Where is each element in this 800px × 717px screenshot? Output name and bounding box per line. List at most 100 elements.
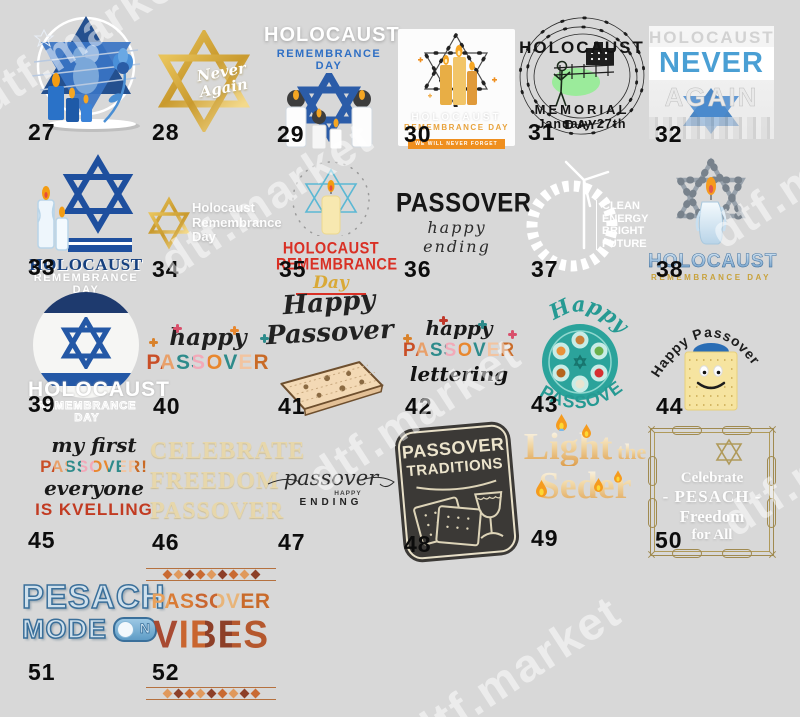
design-tile-31: HOLOCAUST MEMORIAL DAY January 27th	[514, 10, 650, 142]
holocaust-title: HOLOCAUST	[411, 112, 502, 123]
item-number-33: 33	[28, 254, 56, 280]
flame-icon	[614, 470, 622, 483]
blue-star-of-david-icon	[683, 88, 739, 134]
design-tile-43: Happy PASSOVER	[511, 274, 642, 420]
toggle-n-letter: N	[139, 620, 150, 637]
item-number-32: 32	[655, 121, 683, 147]
design-tile-29: HOLOCAUST REMEMBRANCE DAY	[264, 24, 400, 150]
design-tile-30: HOLOCAUST REMEMBRANCE DAY WE WILL NEVER …	[398, 29, 515, 149]
day-script: Day	[313, 273, 349, 293]
design-tile-27	[20, 6, 152, 136]
design-tile-37: CLEAN ENERGY BRIGHT FUTURE	[516, 150, 648, 290]
flame-icon	[536, 480, 547, 497]
face-icon	[695, 364, 727, 390]
item-number-38: 38	[656, 256, 684, 282]
design-tile-35: HOLOCAUST REMEMBRANCE Day	[276, 160, 398, 295]
never-band: NEVER	[649, 47, 774, 80]
happy-small-text: HAPPY	[334, 490, 362, 497]
freedom-line: FREEDOM	[150, 468, 280, 494]
ornamental-frame-outer	[650, 428, 774, 556]
design-tile-44: Happy Passover	[647, 290, 772, 420]
seder-foods	[552, 331, 608, 393]
item-number-39: 39	[28, 391, 56, 417]
item-number-48: 48	[404, 531, 432, 557]
design-tile-48: PASSOVER TRADITIONS	[396, 423, 520, 564]
item-number-36: 36	[404, 256, 432, 282]
goblet-icon	[473, 491, 504, 539]
flame-icon	[556, 414, 567, 431]
my-first-script: my first	[51, 433, 137, 457]
item-number-47: 47	[278, 529, 306, 555]
holocaust-remembrance-day-text: Holocaust Remembrance Day	[192, 200, 282, 245]
item-number-43: 43	[531, 391, 559, 417]
celebrate-line: CELEBRATE	[150, 438, 306, 464]
the-text: the	[616, 439, 647, 464]
future-line: FUTURE	[602, 237, 647, 250]
day-line: Day	[192, 229, 216, 244]
design-tile-52: PASSOVER VIBES	[146, 568, 276, 714]
item-number-30: 30	[404, 121, 432, 147]
item-number-49: 49	[531, 525, 559, 551]
passover-script: Passover	[265, 314, 395, 352]
freedom-text: Freedom	[679, 507, 745, 526]
never-forget-banner: WE WILL NEVER FORGET	[408, 139, 505, 149]
item-number-51: 51	[28, 659, 56, 685]
design-tile-40: happy PASSOVER	[146, 324, 270, 390]
clean-line: CLEAN	[602, 200, 640, 212]
happy-script: happy	[425, 316, 493, 340]
vibes-retro-text: VIBES	[152, 612, 270, 656]
design-tile-42: happy PASSOVER lettering	[396, 316, 522, 400]
fence-icon	[553, 63, 615, 80]
star-candles-illustration	[285, 68, 373, 150]
diamond-border-top	[146, 568, 276, 581]
for-all-text: for All	[691, 527, 733, 543]
design-tile-38: HOLOCAUST REMEMBRANCE DAY	[648, 154, 778, 284]
ending-text: ENDING	[299, 497, 363, 508]
item-number-42: 42	[405, 393, 433, 419]
remembrance-title: REMEMBRANCE	[276, 255, 398, 275]
passover-retro-text: PASSOVER	[146, 351, 270, 374]
mode-text: MODE	[21, 613, 107, 645]
passover-line: PASSOVER	[150, 498, 285, 524]
traditions-badge: PASSOVER TRADITIONS	[396, 423, 518, 561]
item-number-29: 29	[277, 121, 305, 147]
bright-line: BRIGHT	[602, 225, 645, 237]
item-number-46: 46	[152, 529, 180, 555]
matzah-icon	[280, 361, 384, 417]
item-number-34: 34	[152, 256, 180, 282]
design-tile-32: HOLOCAUST NEVER AGAIN	[649, 26, 774, 139]
holocaust-title: HOLOCAUST	[264, 24, 400, 46]
ornamental-frame-inner	[654, 432, 770, 552]
design-tile-39: HOLOCAUST REMEMBRANCE DAY	[28, 290, 170, 425]
holocaust-title: HOLOCAUST	[28, 378, 170, 401]
pesach-text: PESACH	[21, 578, 166, 615]
passover-retro-text: PASSOVER!	[40, 457, 148, 476]
holocaust-line: Holocaust	[192, 200, 255, 215]
passover-retro-text: PASSOVER	[402, 340, 516, 361]
flower-icon	[103, 48, 133, 123]
lettering-script: lettering	[409, 362, 509, 386]
design-tile-28: Never Again	[150, 28, 258, 134]
passover-title: PASSOVER	[396, 188, 532, 219]
flame-icon	[582, 424, 591, 438]
design-tile-46: CELEBRATE FREEDOM PASSOVER	[150, 436, 306, 536]
item-number-52: 52	[152, 659, 180, 685]
flourish-line	[267, 476, 395, 488]
item-number-50: 50	[655, 527, 683, 553]
star-of-david-candles-illustration	[31, 16, 141, 132]
clean-energy-text: CLEAN ENERGY BRIGHT FUTURE	[596, 200, 648, 250]
remembrance-day-outline: REMEMBRANCE DAY	[37, 400, 137, 425]
holocaust-title: HOLOCAUST	[282, 239, 380, 259]
happy-script: happy	[169, 324, 247, 351]
light-text: Light	[523, 426, 613, 468]
remembrance-line: Remembrance	[192, 214, 282, 230]
matzah-goblet-art	[413, 479, 504, 547]
remembrance-day-subtitle: REMEMBRANCE DAY	[404, 123, 509, 132]
design-tile-36: PASSOVER happy ending	[396, 188, 532, 256]
holocaust-title: HOLOCAUST	[648, 251, 778, 273]
passover-retro-text: PASSOVER	[151, 590, 271, 613]
item-number-40: 40	[153, 393, 181, 419]
pesach-text: - PESACH -	[662, 487, 762, 506]
gold-star-of-david-icon	[157, 28, 251, 134]
clean-energy-illustration	[526, 160, 618, 272]
